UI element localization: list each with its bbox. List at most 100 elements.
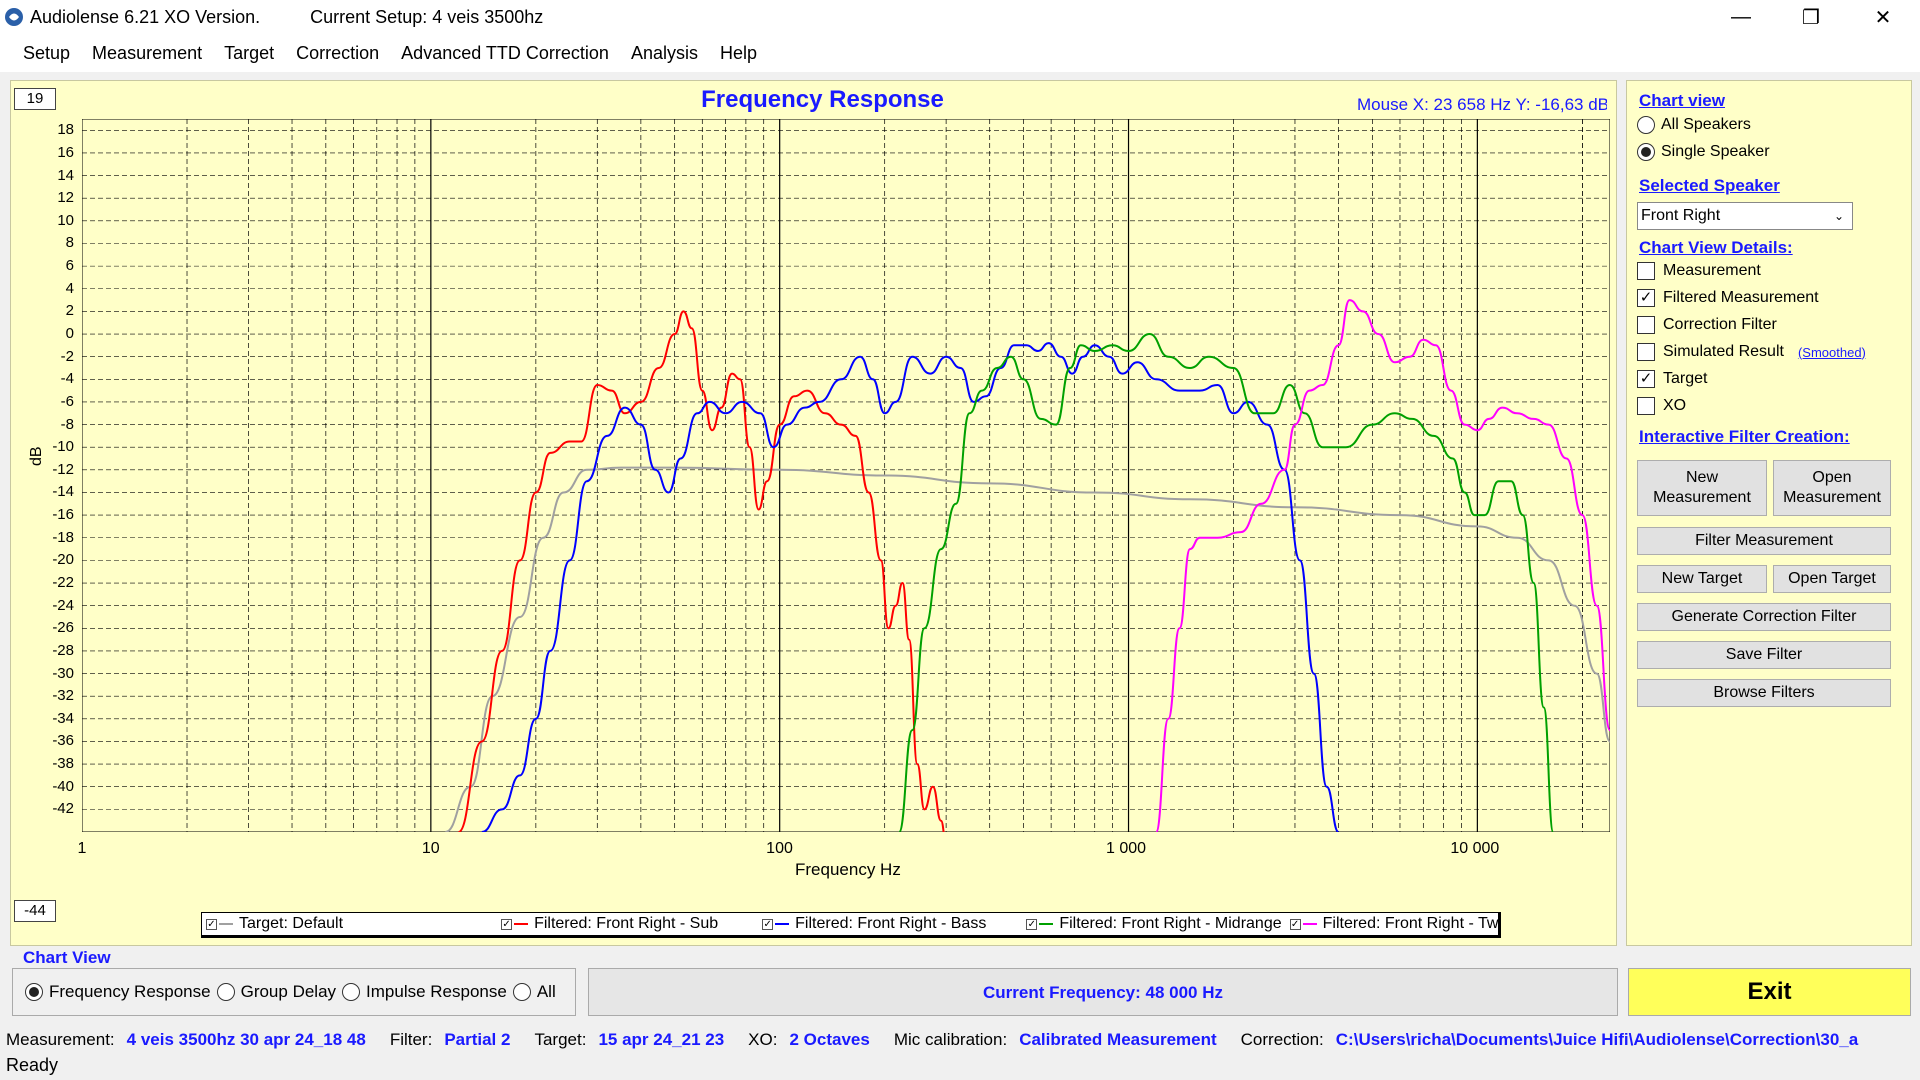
check-label: Measurement bbox=[1663, 262, 1761, 279]
legend-checkbox[interactable]: ✓ bbox=[206, 918, 217, 930]
mic-calibration-value: Calibrated Measurement bbox=[1019, 1030, 1217, 1049]
y-tick-label: -22 bbox=[52, 574, 74, 592]
y-tick-label: -4 bbox=[60, 370, 74, 388]
menu-help[interactable]: Help bbox=[719, 43, 757, 63]
radio-group-delay[interactable]: Group Delay bbox=[216, 982, 336, 1002]
xo-label: XO: bbox=[748, 1030, 778, 1049]
y-tick-label: -20 bbox=[52, 551, 74, 569]
smoothed-link[interactable]: (Smoothed) bbox=[1797, 344, 1866, 360]
plot-area bbox=[82, 119, 1610, 832]
check-simulated-result[interactable]: Simulated Result (Smoothed) bbox=[1637, 343, 1866, 361]
legend-swatch bbox=[514, 923, 529, 925]
check-correction-filter[interactable]: Correction Filter bbox=[1637, 316, 1777, 334]
measurement-label: Measurement: bbox=[6, 1030, 115, 1049]
y-max-box[interactable]: 19 bbox=[14, 88, 56, 110]
menu-measurement[interactable]: Measurement bbox=[92, 43, 203, 63]
radio-single-speaker[interactable]: Single Speaker bbox=[1637, 143, 1770, 161]
y-min-box[interactable]: -44 bbox=[14, 900, 56, 922]
curves bbox=[444, 299, 1610, 832]
y-tick-label: 10 bbox=[57, 211, 74, 229]
exit-button[interactable]: Exit bbox=[1628, 968, 1911, 1016]
new-measurement-button[interactable]: New Measurement bbox=[1637, 460, 1767, 516]
restore-button[interactable]: ❐ bbox=[1802, 6, 1820, 29]
menu-analysis[interactable]: Analysis bbox=[630, 43, 698, 63]
filter-label: Filter: bbox=[389, 1030, 433, 1049]
generate-correction-filter-button[interactable]: Generate Correction Filter bbox=[1637, 603, 1891, 631]
checkbox-checked[interactable]: ✓ bbox=[1637, 370, 1655, 388]
close-button[interactable]: ✕ bbox=[1874, 6, 1892, 29]
open-measurement-button[interactable]: Open Measurement bbox=[1773, 460, 1891, 516]
measurement-value: 4 veis 3500hz 30 apr 24_18 48 bbox=[126, 1030, 366, 1049]
radio-impulse-response[interactable]: Impulse Response bbox=[342, 982, 507, 1002]
y-tick-label: -16 bbox=[52, 506, 74, 524]
checkbox[interactable] bbox=[1637, 397, 1655, 415]
correction-path-value: C:\Users\richa\Documents\Juice Hifi\Audi… bbox=[1335, 1030, 1859, 1049]
selected-speaker-heading: Selected Speaker bbox=[1639, 176, 1780, 195]
browse-filters-button[interactable]: Browse Filters bbox=[1637, 679, 1891, 707]
radio-label: All Speakers bbox=[1661, 116, 1751, 133]
chart-view-heading: Chart view bbox=[1639, 91, 1725, 110]
radio-button[interactable] bbox=[512, 983, 531, 1001]
menu-correction[interactable]: Correction bbox=[296, 43, 380, 63]
radio-all-speakers[interactable]: All Speakers bbox=[1637, 116, 1751, 134]
y-tick-label: -18 bbox=[52, 528, 74, 546]
x-tick-label: 100 bbox=[766, 840, 793, 857]
legend-checkbox[interactable]: ✓ bbox=[762, 918, 774, 930]
checkbox[interactable] bbox=[1637, 316, 1655, 334]
radio-button[interactable] bbox=[342, 983, 361, 1001]
radio-button[interactable] bbox=[1637, 116, 1655, 134]
checkbox-checked[interactable]: ✓ bbox=[1637, 289, 1655, 307]
legend-item-bass[interactable]: ✓ Filtered: Front Right - Bass bbox=[762, 915, 986, 933]
radio-button[interactable] bbox=[216, 983, 235, 1001]
check-label: Filtered Measurement bbox=[1663, 289, 1819, 306]
chart-title: Frequency Response bbox=[701, 86, 944, 113]
check-xo[interactable]: XO bbox=[1637, 397, 1686, 415]
y-tick-label: -32 bbox=[52, 687, 74, 705]
minimize-button[interactable]: — bbox=[1731, 5, 1751, 28]
radio-frequency-response[interactable]: Frequency Response bbox=[25, 982, 211, 1002]
save-filter-button[interactable]: Save Filter bbox=[1637, 641, 1891, 669]
x-tick-label: 10 bbox=[421, 840, 440, 857]
midrange-curve bbox=[898, 332, 1555, 832]
legend-item-tweeter[interactable]: ✓ Filtered: Front Right - Tweeter bbox=[1289, 915, 1498, 933]
y-tick-label: -24 bbox=[52, 596, 74, 614]
bass-curve bbox=[481, 342, 1340, 832]
check-target[interactable]: ✓ Target bbox=[1637, 370, 1707, 388]
new-target-button[interactable]: New Target bbox=[1637, 565, 1767, 593]
checkbox[interactable] bbox=[1637, 262, 1655, 280]
open-target-button[interactable]: Open Target bbox=[1773, 565, 1891, 593]
check-filtered-measurement[interactable]: ✓ Filtered Measurement bbox=[1637, 289, 1819, 307]
speaker-select[interactable]: Front Right ⌄ bbox=[1637, 202, 1853, 230]
legend-label: Target: Default bbox=[239, 915, 344, 932]
audiolense-logo-icon bbox=[5, 8, 23, 26]
mouse-readout: Mouse X: 23 658 Hz Y: -16,63 dB bbox=[1357, 95, 1607, 114]
legend-checkbox[interactable]: ✓ bbox=[501, 918, 513, 930]
y-tick-label: -28 bbox=[52, 641, 74, 659]
status-line: Measurement: 4 veis 3500hz 30 apr 24_18 … bbox=[0, 1026, 1920, 1054]
radio-all[interactable]: All bbox=[512, 982, 556, 1002]
filter-measurement-button[interactable]: Filter Measurement bbox=[1637, 527, 1891, 555]
y-tick-label: 14 bbox=[57, 166, 74, 184]
frequency-response-plot[interactable] bbox=[82, 119, 1610, 832]
legend-checkbox[interactable]: ✓ bbox=[1289, 918, 1301, 930]
tweeter-curve bbox=[1155, 299, 1610, 832]
title-bar: Audiolense 6.21 XO Version. Current Setu… bbox=[0, 0, 1920, 34]
y-tick-label: -12 bbox=[52, 460, 74, 478]
menu-bar: Setup Measurement Target Correction Adva… bbox=[0, 34, 1920, 72]
legend-item-sub[interactable]: ✓ Filtered: Front Right - Sub bbox=[501, 915, 718, 933]
checkbox[interactable] bbox=[1637, 343, 1655, 361]
check-measurement[interactable]: Measurement bbox=[1637, 262, 1761, 280]
radio-button-selected[interactable] bbox=[1637, 143, 1655, 161]
y-tick-label: -26 bbox=[52, 619, 74, 637]
y-tick-label: -30 bbox=[52, 664, 74, 682]
target-value: 15 apr 24_21 23 bbox=[598, 1030, 725, 1049]
menu-target[interactable]: Target bbox=[224, 43, 275, 63]
legend-item-midrange[interactable]: ✓ Filtered: Front Right - Midrange bbox=[1026, 915, 1282, 933]
y-tick-label: -38 bbox=[52, 755, 74, 773]
menu-advanced-ttd-correction[interactable]: Advanced TTD Correction bbox=[401, 43, 609, 63]
radio-button-selected[interactable] bbox=[25, 983, 43, 1001]
menu-setup[interactable]: Setup bbox=[23, 43, 71, 63]
y-tick-label: -8 bbox=[60, 415, 74, 433]
legend-item-target[interactable]: ✓ Target: Default bbox=[206, 915, 343, 933]
legend-checkbox[interactable]: ✓ bbox=[1026, 918, 1038, 930]
